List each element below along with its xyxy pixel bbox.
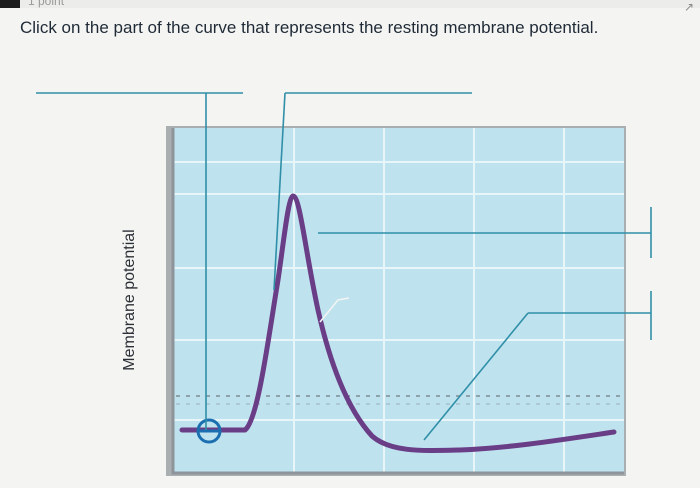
top-bar: 1 point [0,0,700,8]
points-label: 1 point [28,0,65,8]
points-tab [0,0,20,8]
action-potential-curve[interactable] [179,193,617,453]
repolarization-pointer [319,297,350,323]
grid [172,128,624,474]
leader-line-2 [273,92,286,291]
question-prompt: Click on the part of the curve that repr… [20,18,599,37]
corner-arrow-icon: ↗ [684,0,695,14]
leader-line-4 [423,312,529,441]
leader-lines [36,92,652,441]
y-axis-label: Membrane potential [121,229,138,371]
plot-area [172,128,624,474]
